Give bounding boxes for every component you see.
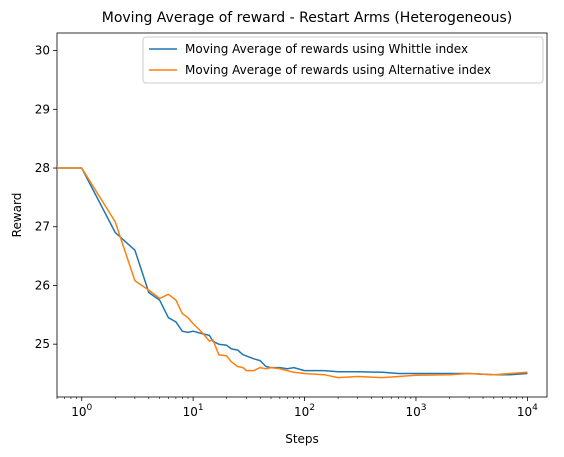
x-tick-label: 101 — [183, 403, 204, 419]
y-tick-label: 30 — [35, 44, 50, 58]
series-line-2 — [57, 167, 528, 379]
y-tick-label: 28 — [35, 161, 50, 175]
y-tick-label: 25 — [35, 337, 50, 351]
legend-label-2: Moving Average of rewards using Alternat… — [185, 63, 491, 77]
x-axis: 100 101 102 103 104 — [56, 397, 538, 419]
x-tick-label: 102 — [294, 403, 315, 419]
y-axis-label: Reward — [10, 193, 24, 238]
chart-title: Moving Average of reward - Restart Arms … — [102, 10, 513, 26]
y-tick-label: 26 — [35, 278, 50, 292]
x-tick-label: 103 — [405, 403, 426, 419]
legend-label-1: Moving Average of rewards using Whittle … — [185, 42, 468, 56]
x-tick-label: 104 — [517, 403, 538, 419]
series-layer — [57, 167, 528, 379]
series-line-1 — [57, 167, 528, 376]
y-axis: 25 26 27 28 29 30 — [35, 44, 57, 351]
plot-frame — [56, 32, 548, 398]
x-axis-label: Steps — [285, 432, 319, 446]
y-tick-label: 27 — [35, 220, 50, 234]
legend: Moving Average of rewards using Whittle … — [142, 36, 544, 84]
legend-box — [142, 36, 544, 84]
y-tick-label: 29 — [35, 102, 50, 116]
x-tick-label: 100 — [71, 403, 92, 419]
